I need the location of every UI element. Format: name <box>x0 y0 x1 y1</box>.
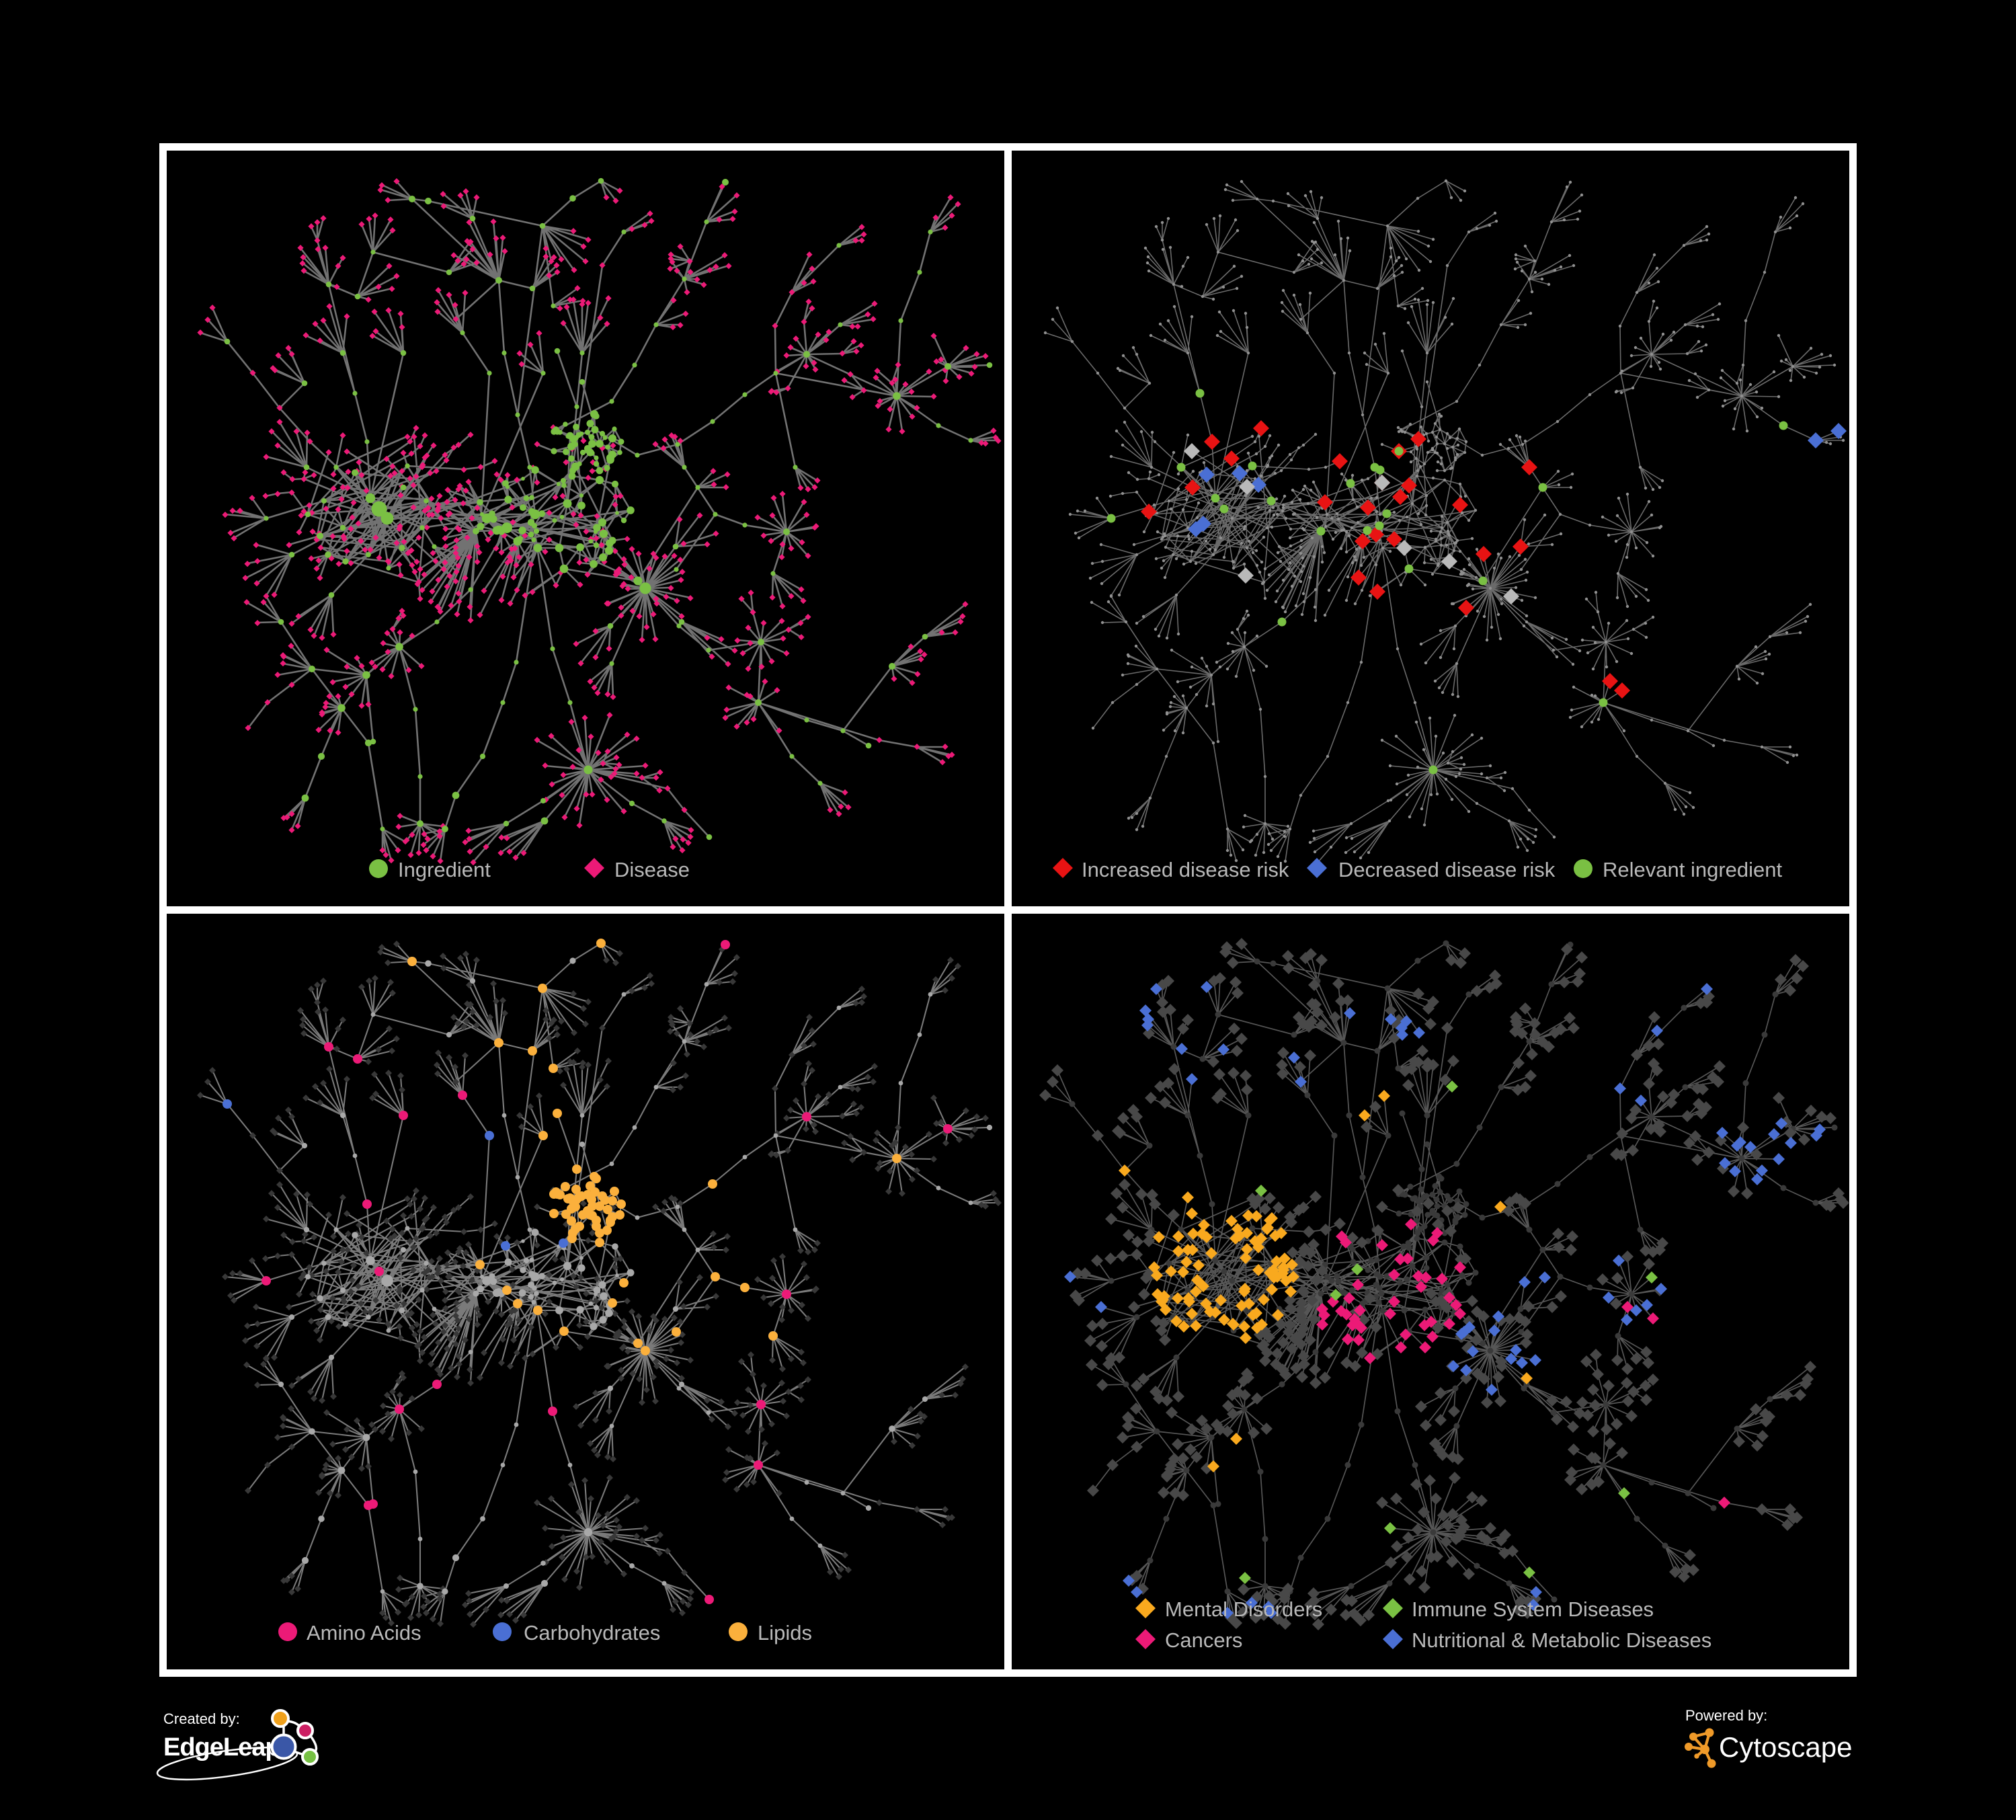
svg-text:Cancers: Cancers <box>1165 1628 1242 1652</box>
svg-text:EdgeLeap: EdgeLeap <box>163 1733 280 1762</box>
svg-text:Lipids: Lipids <box>758 1621 812 1645</box>
svg-text:Increased disease risk: Increased disease risk <box>1082 858 1289 881</box>
svg-text:Carbohydrates: Carbohydrates <box>524 1621 660 1645</box>
svg-text:Ingredient: Ingredient <box>398 858 491 881</box>
svg-text:Decreased disease risk: Decreased disease risk <box>1338 858 1556 881</box>
svg-text:Amino Acids: Amino Acids <box>307 1621 421 1645</box>
svg-text:Disease: Disease <box>614 858 690 881</box>
svg-text:Relevant ingredient: Relevant ingredient <box>1603 858 1783 881</box>
svg-text:Nutritional & Metabolic Diseas: Nutritional & Metabolic Diseases <box>1412 1628 1711 1652</box>
svg-text:Immune System Diseases: Immune System Diseases <box>1412 1597 1654 1621</box>
svg-text:Cytoscape: Cytoscape <box>1719 1731 1852 1763</box>
svg-text:Mental Disorders: Mental Disorders <box>1165 1597 1322 1621</box>
